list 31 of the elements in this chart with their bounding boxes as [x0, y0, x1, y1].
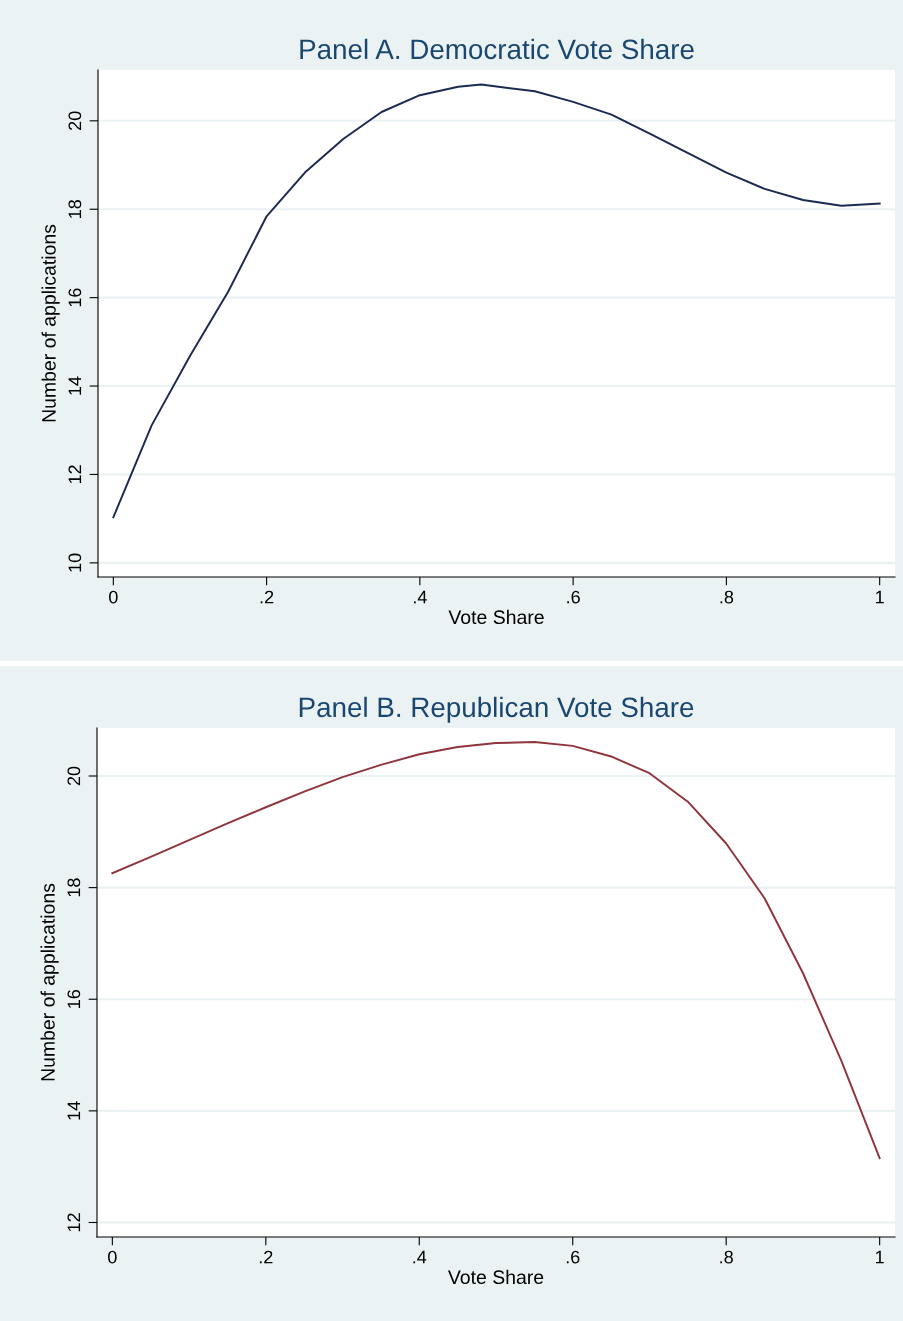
- x-tick-label: .2: [259, 1250, 273, 1264]
- x-tick-label: 0: [108, 1250, 117, 1264]
- line-series: [111, 740, 881, 1160]
- line-series: [112, 83, 881, 519]
- y-tick-label: 14: [68, 376, 82, 395]
- x-axis-title: Vote Share: [447, 1269, 544, 1285]
- y-tick-label: 18: [67, 878, 81, 897]
- y-axis-title: Number of applications: [40, 883, 59, 1081]
- y-tick-label: 16: [67, 989, 81, 1008]
- x-tick-label: .2: [260, 590, 274, 604]
- y-tick-label: 12: [68, 465, 82, 484]
- x-tick-label: 1: [876, 590, 884, 604]
- chart-title: Panel A. Democratic Vote Share: [300, 38, 694, 60]
- x-tick-label: .8: [720, 1250, 733, 1264]
- x-tick-label: .4: [413, 590, 427, 604]
- x-tick-label: 0: [109, 590, 118, 604]
- y-tick-label: 14: [67, 1101, 81, 1120]
- y-tick-label: 20: [67, 766, 81, 786]
- y-tick-label: 10: [68, 553, 82, 572]
- x-tick-label: 1: [876, 1250, 884, 1264]
- y-tick-label: 20: [68, 111, 82, 130]
- y-tick-label: 16: [68, 288, 82, 307]
- x-tick-label: .4: [413, 1250, 427, 1264]
- x-tick-label: .8: [720, 590, 734, 604]
- y-axis-title: Number of applications: [41, 224, 60, 422]
- y-tick-label: 12: [67, 1213, 81, 1232]
- x-tick-label: .6: [567, 590, 580, 604]
- x-tick-label: .6: [566, 1250, 580, 1264]
- y-tick-label: 18: [68, 199, 82, 218]
- x-axis-title: Vote Share: [448, 609, 544, 625]
- chart-title: Panel B. Republican Vote Share: [299, 696, 694, 723]
